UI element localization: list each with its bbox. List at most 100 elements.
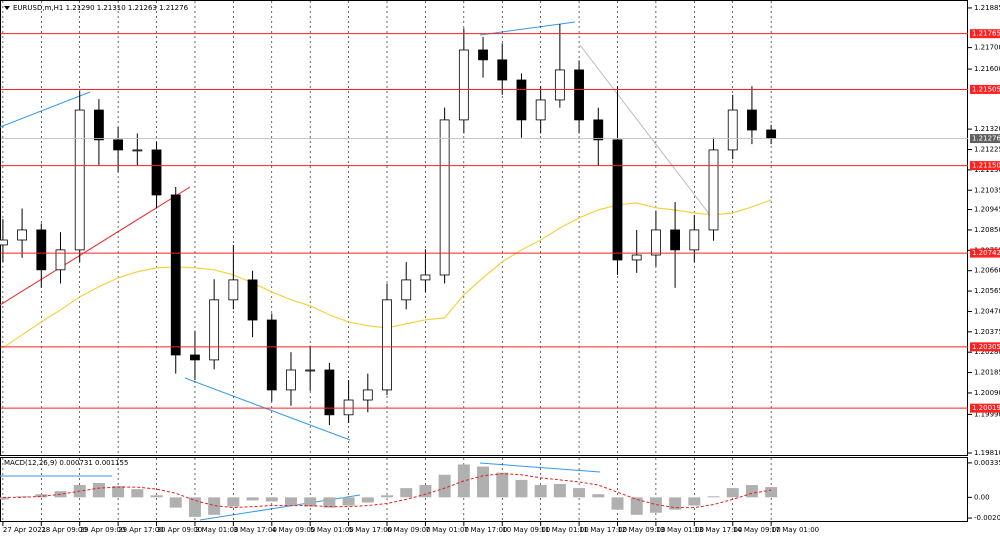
candle-body <box>458 49 469 121</box>
x-tick-label: 17 May 01:00 <box>771 526 819 534</box>
trend-line <box>479 21 576 36</box>
level-label: 1.20019 <box>972 404 1000 412</box>
x-tick-label: 7 May 17:00 <box>464 526 508 534</box>
candle-body <box>766 129 777 139</box>
candle-body <box>190 354 200 361</box>
macd-bar <box>496 472 509 498</box>
x-tick-label: 11 May 01:00 <box>541 526 589 534</box>
x-tick-label: 13 May 01:00 <box>656 526 704 534</box>
y-tick-label: 1.20470 <box>974 307 1000 315</box>
candle-body <box>401 279 412 301</box>
macd-bar <box>304 497 317 507</box>
y-tick-label: 1.20375 <box>974 328 1000 336</box>
macd-bar <box>726 488 739 498</box>
level-label: 1.20742 <box>972 249 1000 257</box>
candle-body <box>439 119 450 276</box>
candle-body <box>286 369 296 391</box>
x-tick-label: 27 Apr 2021 <box>3 526 46 534</box>
trend-line <box>479 462 601 473</box>
candle-body <box>0 239 8 246</box>
macd-panel <box>0 457 968 522</box>
macd-bar <box>227 497 240 507</box>
trend-line <box>0 91 91 128</box>
level-tag <box>970 403 1000 413</box>
y-tick-label: 1.21320 <box>974 125 1000 133</box>
macd-bar <box>35 494 48 498</box>
level-tag <box>970 161 1000 171</box>
x-tick-label: 28 Apr 09:00 <box>41 526 87 534</box>
candle-body <box>170 194 181 356</box>
candle-body <box>497 59 508 81</box>
level-label: 1.21505 <box>972 85 1000 93</box>
menu-arrow <box>4 6 10 10</box>
trend-line <box>579 44 711 216</box>
macd-bar <box>323 497 336 508</box>
level-label: 1.20305 <box>972 343 1000 351</box>
macd-bar <box>630 497 643 515</box>
macd-bar <box>361 497 374 503</box>
macd-bar <box>688 497 701 506</box>
candle-body <box>305 369 316 372</box>
macd-bar <box>112 486 125 498</box>
y-tick-label: 1.20090 <box>974 389 1000 397</box>
x-tick-label: 7 May 01:00 <box>425 526 469 534</box>
x-tick-label: 13 May 17:00 <box>694 526 742 534</box>
candle-body <box>727 109 738 151</box>
candle-body <box>593 119 604 141</box>
candle-body <box>631 254 642 261</box>
level-tag <box>970 29 1000 39</box>
y-tick-label: 1.21700 <box>974 44 1000 52</box>
y-tick-label: 1.20185 <box>974 369 1000 377</box>
candle-body <box>362 389 373 401</box>
y-tick-label: 1.20850 <box>974 226 1000 234</box>
x-tick-label: 14 May 09:00 <box>733 526 781 534</box>
x-tick-label: 5 May 01:00 <box>310 526 354 534</box>
candle-body <box>209 299 220 361</box>
trend-line <box>184 377 351 441</box>
candle-body <box>612 139 623 261</box>
level-label: 1.21150 <box>972 162 1000 170</box>
y-tick-label: 1.21600 <box>974 65 1000 73</box>
macd-bar <box>0 497 9 500</box>
candle-body <box>650 229 661 256</box>
candle-body <box>36 229 47 271</box>
candle-body <box>708 149 719 231</box>
candle-body <box>17 229 27 241</box>
macd-bar <box>342 497 355 506</box>
level-tag <box>970 84 1000 94</box>
main-panel <box>0 0 968 456</box>
x-tick-label: 11 May 17:00 <box>579 526 627 534</box>
candle-body <box>478 49 488 61</box>
x-tick-label: 6 May 09:00 <box>387 526 431 534</box>
candle-body <box>113 139 124 151</box>
y-tick-label: 1.20945 <box>974 206 1000 214</box>
candle-body <box>55 249 66 271</box>
x-tick-label: 12 May 09:00 <box>617 526 665 534</box>
y-tick-label: 1.20565 <box>974 287 1000 295</box>
candle-body <box>554 69 565 101</box>
macd-bar <box>16 496 29 498</box>
candle-body <box>574 69 584 121</box>
last-price-tag <box>970 134 1000 144</box>
macd-bar <box>381 495 394 498</box>
y-tick-label: 0.00 <box>974 493 990 501</box>
x-tick-label: 30 Apr 09:00 <box>157 526 203 534</box>
candle-body <box>689 229 700 251</box>
macd-bar <box>669 497 682 510</box>
trend-line <box>0 186 191 306</box>
x-tick-label: 3 May 01:00 <box>195 526 239 534</box>
macd-label: MACD(12,26,9) 0.000731 0.001155 <box>4 459 128 467</box>
y-tick-label: 1.19990 <box>974 410 1000 418</box>
y-tick-label: 1.21885 <box>974 4 1000 12</box>
candle-body <box>382 299 392 391</box>
x-tick-label: 5 May 17:00 <box>349 526 393 534</box>
macd-bar <box>573 488 586 498</box>
x-tick-label: 3 May 17:00 <box>233 526 277 534</box>
y-tick-label: -0.002014 <box>974 514 1000 522</box>
macd-bar <box>477 466 490 498</box>
macd-bar <box>265 497 278 502</box>
candle-body <box>670 229 681 251</box>
level-tag <box>970 248 1000 258</box>
